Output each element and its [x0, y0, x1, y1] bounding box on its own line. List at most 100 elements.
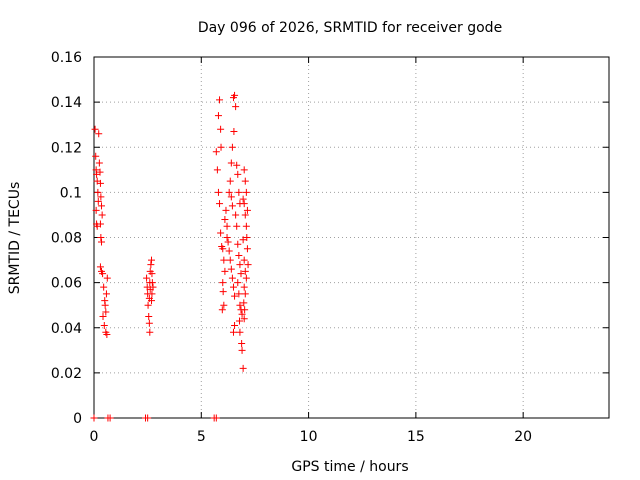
data-point	[234, 240, 242, 248]
data-point	[240, 256, 248, 264]
x-axis-label: GPS time / hours	[291, 459, 408, 475]
data-point	[217, 143, 225, 151]
data-point	[222, 206, 230, 214]
data-point	[146, 285, 154, 293]
data-point	[233, 161, 241, 169]
data-point	[92, 152, 100, 160]
data-point	[97, 234, 105, 241]
data-point	[148, 256, 156, 264]
data-point	[239, 236, 247, 244]
data-point	[242, 188, 250, 196]
data-point	[231, 91, 239, 99]
data-point	[96, 263, 104, 271]
data-point	[224, 238, 232, 246]
x-tick-label: 10	[300, 429, 318, 445]
data-point	[223, 234, 231, 241]
data-point	[214, 188, 222, 196]
data-point	[101, 301, 109, 309]
data-point	[103, 331, 111, 339]
data-point	[95, 130, 103, 138]
data-point	[94, 188, 102, 196]
x-tick-label: 20	[514, 429, 532, 445]
y-tick-label: 0.06	[51, 276, 82, 292]
data-point	[146, 279, 154, 287]
data-point	[213, 166, 221, 174]
plot-frame	[93, 56, 610, 419]
data-point	[228, 202, 236, 210]
data-point	[241, 290, 249, 298]
data-point	[148, 270, 156, 278]
data-point	[98, 202, 106, 210]
data-point	[233, 222, 241, 230]
data-point	[242, 274, 250, 282]
data-point	[235, 188, 243, 196]
data-point	[96, 220, 104, 228]
data-point	[98, 238, 106, 246]
data-point	[91, 125, 99, 133]
data-point	[217, 229, 225, 237]
data-point	[241, 211, 249, 219]
data-point	[106, 414, 114, 422]
y-tick-label: 0	[73, 411, 82, 427]
data-point	[229, 328, 237, 336]
y-tick-label: 0.1	[60, 185, 82, 201]
data-point	[102, 290, 110, 298]
data-point	[212, 148, 220, 156]
y-tick-label: 0.04	[51, 321, 82, 337]
data-point	[234, 170, 242, 178]
data-point	[234, 279, 242, 287]
axis-ticks	[93, 56, 609, 419]
data-point	[144, 301, 152, 309]
data-point	[242, 222, 250, 230]
data-point	[240, 166, 248, 174]
data-point	[243, 206, 251, 214]
data-point	[240, 283, 248, 291]
data-point	[96, 179, 104, 187]
x-tick-labels: 0 5 10 15 20	[90, 429, 533, 445]
y-tick-label: 0.02	[51, 366, 82, 382]
data-point	[235, 290, 243, 298]
data-point	[219, 279, 227, 287]
data-point	[220, 256, 228, 264]
data-point	[238, 310, 246, 318]
data-point	[231, 321, 239, 329]
grid-lines	[94, 57, 609, 418]
data-point	[221, 267, 229, 275]
data-point	[243, 245, 251, 253]
data-point	[240, 315, 248, 323]
data-point	[227, 193, 235, 201]
data-point	[236, 328, 244, 336]
data-point	[143, 274, 151, 282]
data-point	[102, 308, 110, 316]
data-point	[226, 177, 234, 185]
y-tick-label: 0.08	[51, 231, 82, 247]
data-point	[216, 200, 224, 208]
data-point	[99, 270, 107, 278]
data-point	[216, 96, 224, 104]
data-point	[235, 317, 243, 325]
data-point	[98, 211, 106, 219]
data-point	[219, 245, 227, 253]
data-point	[92, 206, 100, 214]
data-point	[239, 195, 247, 203]
data-point	[238, 346, 246, 354]
data-point	[147, 261, 155, 269]
x-tick-label: 15	[407, 429, 425, 445]
data-point	[240, 200, 248, 208]
data-point	[221, 215, 229, 223]
data-point	[225, 247, 233, 255]
y-tick-labels: 0 0.02 0.04 0.06 0.08 0.1 0.12 0.14 0.16	[51, 50, 82, 427]
data-point	[230, 127, 238, 135]
data-point	[225, 188, 233, 196]
y-tick-label: 0.14	[51, 95, 82, 111]
data-point	[103, 274, 111, 282]
data-point	[145, 312, 153, 320]
data-point	[212, 414, 220, 422]
data-point	[228, 274, 236, 282]
data-point	[90, 414, 98, 422]
data-point	[237, 270, 245, 278]
data-point	[95, 159, 103, 167]
data-point	[243, 234, 251, 241]
data-point	[236, 261, 244, 269]
